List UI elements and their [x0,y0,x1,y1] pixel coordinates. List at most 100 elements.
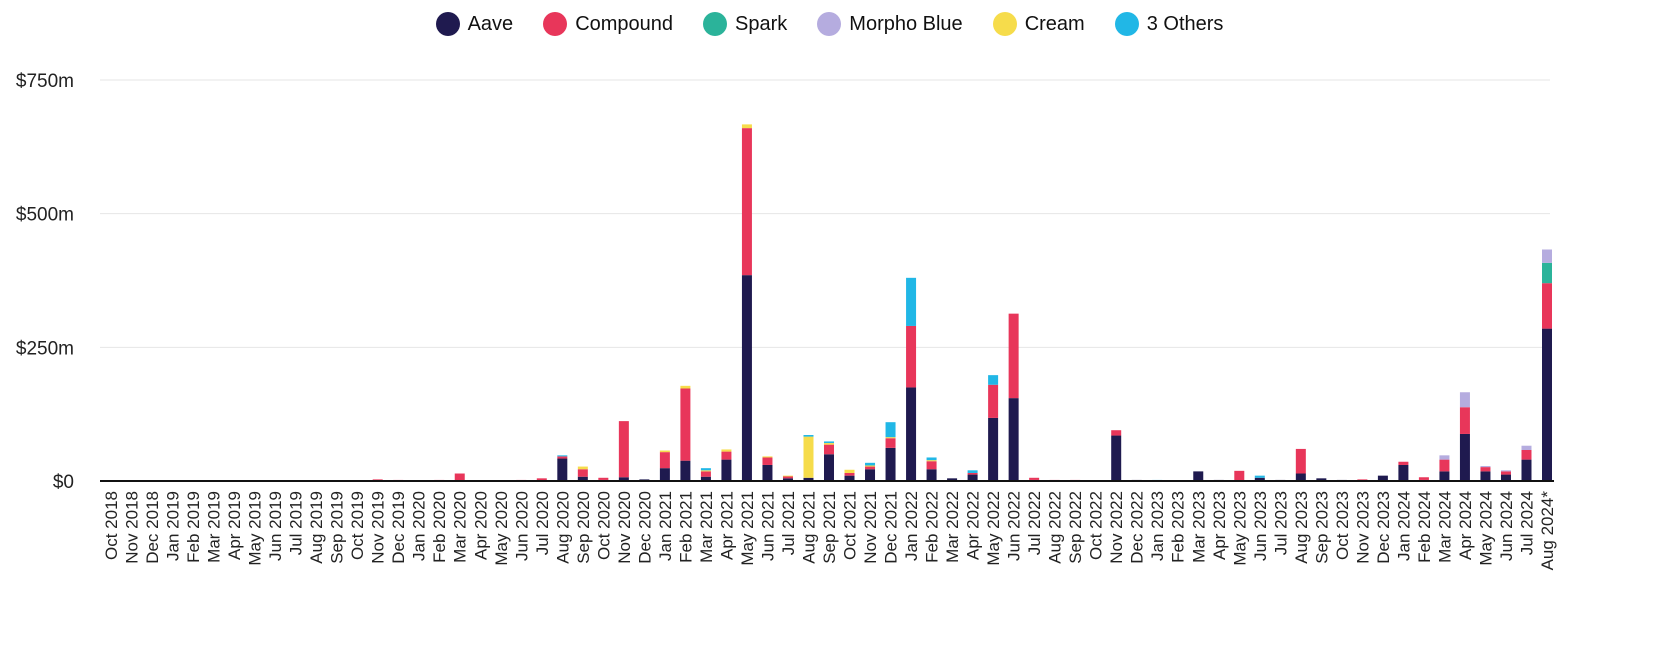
bar-segment [885,422,896,438]
legend-swatch-3-others [1114,12,1139,36]
bar-segment [700,471,711,477]
x-tick-label: Jun 2020 [512,491,531,561]
bar-segment [988,375,999,385]
bar-segment [1500,471,1511,475]
bar-segment [1500,470,1511,472]
x-tick-label: Nov 2022 [1107,491,1126,564]
bar-segment [1008,398,1019,481]
bar-segment [557,456,568,459]
bar-segment [721,451,732,460]
x-tick-label: Dec 2018 [143,491,162,564]
bar-segment [803,435,814,437]
x-tick-label: Jun 2024 [1497,491,1516,561]
bar-segment [1439,471,1450,481]
bar-segment [1398,461,1409,465]
bar-segment [1542,262,1552,284]
x-tick-label: Dec 2023 [1374,491,1393,564]
bar-segment [762,457,773,465]
bar-segment [885,437,896,439]
x-tick-label: Jan 2020 [410,491,429,561]
bar-segment [659,450,670,453]
bar-segment [1254,475,1265,478]
bar-segment [721,449,732,452]
x-tick-label: Oct 2023 [1333,491,1352,560]
x-tick-label: Dec 2020 [635,491,654,564]
bar-segment [1542,328,1552,481]
legend-item-morpho-blue: Morpho Blue [817,12,963,36]
x-tick-label: Mar 2024 [1435,491,1454,563]
legend-label-morpho-blue: Morpho Blue [849,12,963,35]
x-tick-label: May 2022 [984,491,1003,566]
x-tick-label: Aug 2023 [1292,491,1311,564]
bar-segment [1377,475,1388,481]
legend-item-compound: Compound [543,12,673,36]
x-tick-label: Dec 2021 [882,491,901,564]
bar-segment [967,472,978,475]
bar-segment [1480,466,1491,468]
bar-segment [906,387,917,481]
x-tick-label: Apr 2023 [1210,491,1229,560]
x-tick-label: Feb 2024 [1415,491,1434,563]
bar-segment [700,476,711,481]
bar-segment [1357,479,1368,481]
x-tick-label: Oct 2022 [1087,491,1106,560]
legend-label-3-others: 3 Others [1146,12,1224,35]
x-tick-label: Aug 2019 [307,491,326,564]
bar-segment [762,464,773,481]
bar-segment [1542,249,1552,263]
x-tick-label: Oct 2020 [594,491,613,560]
bar-segment [1295,448,1306,474]
x-tick-label: Jan 2023 [1148,491,1167,561]
bar-segment [885,438,896,448]
x-tick-label: Jan 2024 [1394,491,1413,561]
bar-segment [926,461,937,470]
x-tick-label: Aug 2021 [799,491,818,564]
x-tick-label: Jul 2020 [533,491,552,555]
bar-segment [557,455,568,457]
legend-label-cream: Cream [1024,12,1085,35]
bar-segment [680,460,691,481]
bar-segment [865,462,876,466]
bar-segment [700,468,711,471]
bar-segment [803,477,814,481]
x-tick-label: Mar 2021 [697,491,716,563]
bar-segment [865,469,876,481]
bar-segment [947,478,958,481]
x-tick-label: May 2021 [738,491,757,566]
bar-segment [824,444,834,455]
x-tick-label: Oct 2021 [841,491,860,560]
bar-segment [1521,449,1532,460]
x-tick-label: Feb 2019 [184,491,203,563]
x-tick-label: Dec 2022 [1128,491,1147,564]
bar-segment [618,477,629,481]
x-tick-label: Oct 2019 [348,491,367,560]
x-tick-label: Jun 2019 [266,491,285,561]
bar-segment [865,466,876,470]
y-tick-label: $750m [16,71,74,92]
bar-segment [988,417,999,481]
bar-segment [844,475,855,481]
bar-segment [926,460,937,462]
bar-segment [1254,477,1265,481]
bar-segment [700,470,711,472]
bar-segment [1029,477,1040,480]
x-tick-label: May 2020 [492,491,511,566]
bar-segment [598,477,609,480]
x-tick-label: Dec 2019 [389,491,408,564]
bar-segment [1542,283,1552,329]
x-tick-label: Nov 2021 [861,491,880,564]
legend-swatch-cream [992,12,1017,36]
x-tick-label: Jan 2022 [902,491,921,561]
x-tick-label: Nov 2019 [369,491,388,564]
bar-segment [1480,467,1491,472]
bar-segment [577,476,588,481]
x-tick-label: Jul 2021 [779,491,798,555]
bar-segment [577,469,588,477]
bar-segment [1459,407,1470,434]
bar-segment [577,466,588,470]
bar-segment [926,469,937,481]
bar-segment [824,454,834,481]
x-tick-label: May 2024 [1476,491,1495,566]
bar-segment [782,478,793,481]
bar-segment [824,443,834,445]
